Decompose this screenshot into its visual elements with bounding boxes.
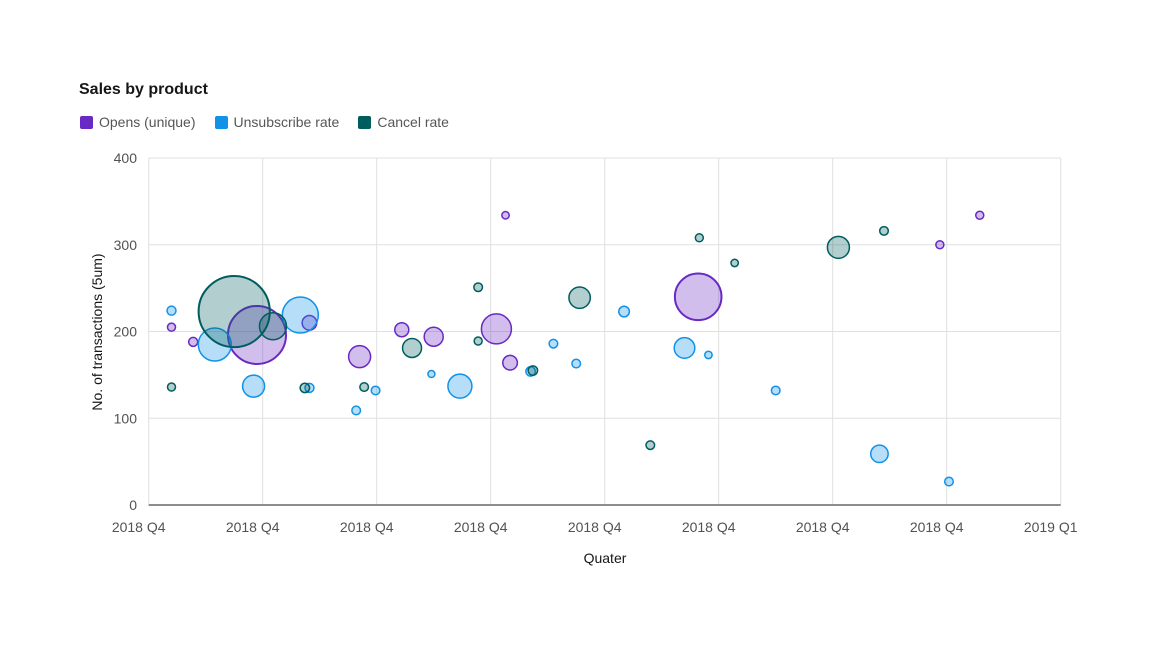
x-tick-label: 2018 Q4	[454, 519, 508, 535]
bubble-unsubscribe-rate[interactable]	[370, 385, 381, 396]
y-axis-title: No. of transactions (5um)	[89, 253, 105, 411]
bubble-opens-unique[interactable]	[423, 326, 444, 347]
x-tick-label: 2018 Q4	[682, 519, 736, 535]
bubble-opens-unique[interactable]	[673, 272, 723, 322]
bubble-unsubscribe-rate[interactable]	[197, 327, 233, 362]
x-tick-label: 2018 Q4	[568, 519, 622, 535]
bubble-opens-unique[interactable]	[347, 344, 372, 369]
x-tick-label: 2018 Q4	[796, 519, 850, 535]
x-tick-label: 2018 Q4	[340, 519, 394, 535]
bubble-cancel-rate[interactable]	[645, 440, 656, 451]
bubble-cancel-rate[interactable]	[568, 286, 592, 310]
bubble-cancel-rate[interactable]	[473, 282, 484, 293]
bubble-unsubscribe-rate[interactable]	[166, 305, 177, 316]
bubble-unsubscribe-rate[interactable]	[447, 373, 473, 399]
bubble-cancel-rate[interactable]	[258, 312, 288, 341]
bubble-opens-unique[interactable]	[975, 210, 985, 221]
bubble-cancel-rate[interactable]	[299, 382, 311, 394]
bubble-unsubscribe-rate[interactable]	[281, 296, 320, 334]
chart-title: Sales by product	[79, 81, 208, 98]
bubble-opens-unique[interactable]	[501, 210, 510, 220]
bubble-unsubscribe-rate[interactable]	[618, 305, 631, 318]
bubble-cancel-rate[interactable]	[401, 337, 423, 359]
y-tick-label: 0	[129, 497, 137, 513]
bubble-cancel-rate[interactable]	[166, 382, 177, 392]
bubble-unsubscribe-rate[interactable]	[770, 385, 781, 396]
bubble-unsubscribe-rate[interactable]	[869, 444, 889, 464]
bubble-cancel-rate[interactable]	[473, 336, 483, 346]
y-tick-label: 200	[114, 324, 138, 340]
y-tick-label: 100	[114, 410, 138, 426]
bubble-cancel-rate[interactable]	[527, 365, 539, 376]
bubble-unsubscribe-rate[interactable]	[427, 369, 436, 379]
bubble-unsubscribe-rate[interactable]	[703, 350, 713, 360]
bubble-opens-unique[interactable]	[166, 322, 177, 332]
bubble-unsubscribe-rate[interactable]	[351, 405, 362, 416]
bubble-cancel-rate[interactable]	[197, 274, 271, 349]
legend-swatch-unsubscribe-rate	[214, 115, 228, 129]
y-tick-label: 300	[114, 237, 138, 253]
x-tick-label: 2019 Q1	[1024, 519, 1078, 535]
bubble-opens-unique[interactable]	[394, 322, 410, 338]
bubble-opens-unique[interactable]	[480, 313, 513, 345]
bubble-unsubscribe-rate[interactable]	[943, 476, 955, 487]
bubble-opens-unique[interactable]	[935, 240, 945, 250]
x-tick-label: 2018 Q4	[112, 519, 166, 535]
x-axis-title: Quater	[583, 550, 627, 566]
x-tick-label: 2018 Q4	[910, 519, 964, 535]
bubble-opens-unique[interactable]	[187, 336, 199, 348]
bubble-unsubscribe-rate[interactable]	[673, 336, 696, 360]
bubble-cancel-rate[interactable]	[359, 381, 370, 393]
bubble-unsubscribe-rate[interactable]	[548, 338, 559, 349]
legend-swatch-opens-unique	[80, 115, 93, 129]
legend-item-opens-unique[interactable]: Opens (unique)	[80, 115, 196, 129]
legend-label-unsubscribe-rate: Unsubscribe rate	[233, 114, 340, 130]
bubble-cancel-rate[interactable]	[730, 258, 740, 268]
x-tick-label: 2018 Q4	[226, 519, 280, 535]
y-tick-label: 400	[114, 150, 138, 166]
legend-item-cancel-rate[interactable]: Cancel rate	[358, 115, 449, 129]
legend-swatch-cancel-rate	[358, 115, 372, 129]
bubble-opens-unique[interactable]	[502, 354, 519, 371]
legend-item-unsubscribe-rate[interactable]: Unsubscribe rate	[214, 114, 340, 130]
legend: Opens (unique) Unsubscribe rate Cancel r…	[80, 115, 449, 129]
bubble-unsubscribe-rate[interactable]	[571, 358, 582, 369]
legend-label-cancel-rate: Cancel rate	[377, 114, 449, 130]
legend-label-opens-unique: Opens (unique)	[99, 114, 196, 130]
bubble-cancel-rate[interactable]	[694, 233, 705, 243]
bubble-cancel-rate[interactable]	[826, 235, 851, 260]
bubble-unsubscribe-rate[interactable]	[241, 374, 266, 398]
bubble-cancel-rate[interactable]	[878, 225, 890, 236]
